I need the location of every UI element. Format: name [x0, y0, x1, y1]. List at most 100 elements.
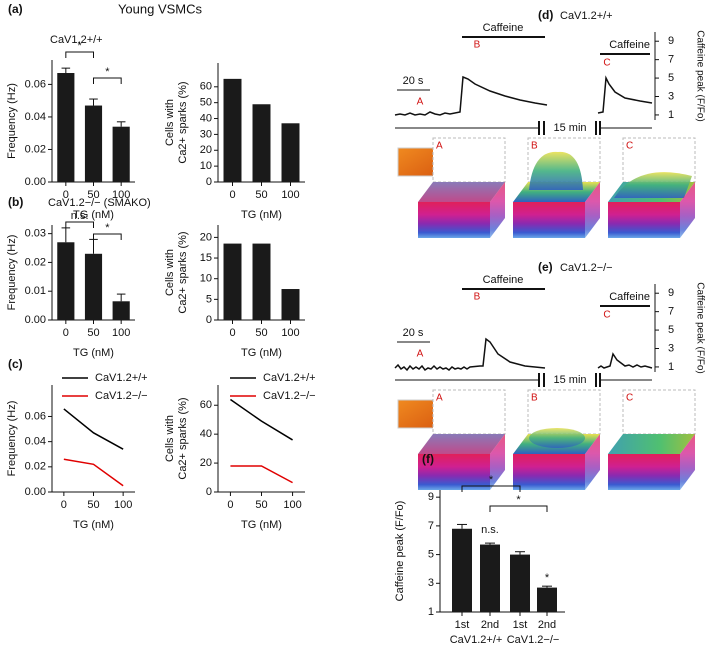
x-tick-label: 50 — [87, 499, 99, 511]
y-tick-label: 5 — [428, 548, 434, 560]
x-axis-label: TG (nM) — [241, 347, 282, 359]
significance-label: * — [105, 222, 110, 234]
y-tick-label: 0.03 — [25, 228, 46, 240]
y-tick-label: 20 — [200, 144, 212, 156]
y-tick-label: 50 — [200, 97, 212, 109]
surface-peak — [614, 172, 692, 198]
bar — [281, 289, 300, 320]
bar — [480, 544, 500, 612]
y-tick-label: 0.06 — [25, 410, 46, 422]
gap-label: 15 min — [553, 122, 586, 134]
y-axis-label: Frequency (Hz) — [6, 83, 18, 159]
series-line — [230, 465, 293, 484]
y-tick-label: 0.00 — [25, 314, 46, 326]
calcium-trace — [394, 75, 548, 116]
panel-label: (f) — [422, 452, 434, 466]
x-tick-label: 50 — [87, 189, 99, 201]
y-tick-label: 0.02 — [25, 256, 46, 268]
significance-label: n.s. — [71, 210, 89, 222]
point-label: C — [603, 310, 610, 321]
bar — [57, 242, 75, 320]
group-label: CaV1.2+/+ — [450, 634, 503, 646]
surface-top — [608, 434, 695, 454]
surface-front — [418, 202, 490, 238]
y-tick-label: 20 — [200, 231, 212, 243]
y-tick-label: 0 — [206, 486, 212, 498]
bar — [252, 104, 271, 182]
y-tick-label: 7 — [668, 306, 674, 318]
y-axis-label: Cells with — [164, 99, 176, 146]
series-line — [63, 408, 124, 450]
y-axis-label: Cells with — [164, 415, 176, 462]
x-axis-label: TG (nM) — [73, 347, 114, 359]
y-axis-label: Ca2+ sparks (%) — [177, 397, 189, 479]
x-axis-label: TG (nM) — [73, 519, 114, 531]
y-tick-label: 3 — [668, 342, 674, 354]
x-tick-label: 50 — [255, 499, 267, 511]
y-tick-label: 1 — [428, 606, 434, 618]
y-tick-label: 0.04 — [25, 111, 46, 123]
x-tick-label: 50 — [255, 189, 267, 201]
surface-front — [418, 454, 490, 490]
surface-front — [513, 202, 585, 238]
x-tick-label: 50 — [87, 327, 99, 339]
point-label: C — [603, 58, 610, 69]
y-tick-label: 9 — [668, 35, 674, 47]
y-tick-label: 0 — [206, 176, 212, 188]
group-label: CaV1.2−/− — [507, 634, 560, 646]
y-tick-label: 5 — [668, 72, 674, 84]
y-tick-label: 1 — [668, 361, 674, 373]
image-label: B — [531, 141, 538, 152]
x-tick-label: 1st — [455, 619, 470, 631]
point-label: B — [474, 40, 481, 51]
panel-subtitle: CaV1.2+/+ — [50, 34, 103, 46]
x-axis-label: TG (nM) — [241, 209, 282, 221]
point-label: B — [474, 292, 481, 303]
y-tick-label: 40 — [200, 112, 212, 124]
y-tick-label: 1 — [668, 109, 674, 121]
surface-front — [513, 454, 585, 490]
x-tick-label: 1st — [513, 619, 528, 631]
y-tick-label: 0.00 — [25, 486, 46, 498]
y-tick-label: 60 — [200, 81, 212, 93]
x-tick-label: 0 — [63, 327, 69, 339]
surface-front — [608, 202, 680, 238]
y-tick-label: 5 — [668, 324, 674, 336]
bar — [84, 105, 103, 182]
significance-bracket — [93, 233, 122, 240]
bar — [84, 253, 103, 320]
x-tick-label: 2nd — [538, 619, 556, 631]
surface-side — [585, 182, 600, 238]
y-axis-label: Frequency (Hz) — [6, 401, 18, 477]
y-tick-label: 3 — [668, 90, 674, 102]
image-label: C — [626, 141, 633, 152]
significance-label: * — [78, 40, 83, 52]
surface-peak — [529, 428, 585, 448]
trace-panel — [394, 75, 653, 116]
bar — [112, 301, 130, 320]
y-tick-label: 10 — [200, 273, 212, 285]
y-tick-label: 40 — [200, 428, 212, 440]
bar — [223, 78, 242, 182]
surface-side — [490, 182, 505, 238]
x-tick-label: 100 — [114, 499, 132, 511]
y-tick-label: 9 — [668, 287, 674, 299]
panel-label: (e) — [538, 260, 553, 274]
significance-bracket — [461, 485, 521, 492]
surface-top — [418, 434, 505, 454]
significance-label: * — [489, 474, 494, 486]
y-axis-label: Frequency (Hz) — [6, 235, 18, 311]
legend-label: CaV1.2+/+ — [95, 372, 148, 384]
x-tick-label: 100 — [281, 189, 299, 201]
x-tick-label: 0 — [61, 499, 67, 511]
x-tick-label: 100 — [281, 327, 299, 339]
surface-side — [490, 434, 505, 490]
trace-panel — [394, 337, 653, 372]
y-tick-label: 9 — [428, 491, 434, 503]
x-tick-label: 0 — [229, 189, 235, 201]
y-tick-label: 30 — [200, 128, 212, 140]
point-label: A — [417, 349, 424, 360]
significance-bracket — [65, 51, 94, 58]
